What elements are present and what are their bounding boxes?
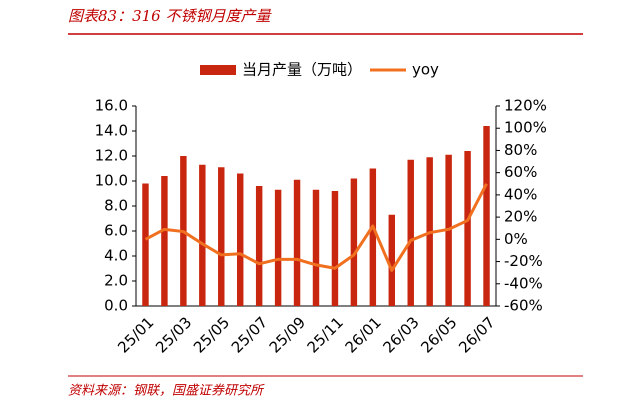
- bar: [161, 176, 168, 306]
- y2-tick-label: -40%: [504, 274, 543, 292]
- legend-label: 当月产量（万吨）: [242, 61, 362, 79]
- legend-label: yoy: [412, 61, 439, 79]
- y-tick-label: 0.0: [104, 297, 128, 315]
- y2-tick-label: -20%: [504, 252, 543, 270]
- y2-tick-label: 80%: [504, 141, 537, 159]
- y2-tick-label: 120%: [504, 97, 547, 115]
- y2-tick-label: -60%: [504, 297, 543, 315]
- bar: [350, 178, 358, 306]
- bar: [274, 189, 282, 306]
- bar: [331, 191, 339, 306]
- x-tick-label: 25/07: [228, 313, 271, 356]
- source-note: 资料来源：钢联，国盛证券研究所: [68, 383, 265, 399]
- bar: [236, 173, 244, 306]
- y-tick-label: 4.0: [104, 247, 128, 265]
- y-tick-label: 6.0: [104, 222, 128, 240]
- x-tick-label: 26/03: [379, 313, 422, 356]
- y-tick-label: 2.0: [104, 272, 128, 290]
- x-tick-label: 25/09: [266, 313, 309, 356]
- y-tick-label: 8.0: [104, 197, 128, 215]
- y-tick-label: 10.0: [95, 172, 128, 190]
- bar: [142, 183, 149, 306]
- y2-tick-label: 60%: [504, 163, 537, 181]
- x-tick-label: 25/05: [190, 313, 233, 356]
- y2-tick-label: 100%: [504, 119, 547, 137]
- legend-swatch: [200, 65, 236, 75]
- bar: [464, 151, 471, 306]
- x-tick-label: 26/07: [455, 313, 498, 356]
- y-tick-label: 14.0: [95, 122, 128, 140]
- x-tick-label: 26/05: [417, 313, 460, 356]
- bar: [199, 164, 206, 306]
- x-tick-label: 25/01: [114, 313, 157, 356]
- bar: [483, 126, 490, 306]
- bar: [218, 167, 225, 306]
- y2-tick-label: 40%: [504, 185, 537, 203]
- legend: 当月产量（万吨） yoy: [200, 61, 439, 79]
- x-tick-label: 25/11: [304, 313, 347, 356]
- bar: [312, 189, 320, 306]
- figure-title: 图表83：316 不锈钢月度产量: [68, 7, 272, 25]
- y2-tick-label: 0%: [504, 230, 528, 248]
- bar: [407, 159, 414, 306]
- x-tick-label: 25/03: [152, 313, 195, 356]
- bar: [388, 214, 396, 306]
- x-tick-label: 26/01: [342, 313, 385, 356]
- bar: [293, 179, 301, 306]
- y2-tick-label: 20%: [504, 208, 537, 226]
- y-tick-label: 12.0: [95, 147, 128, 165]
- bar: [255, 186, 263, 306]
- yoy-line: [144, 183, 488, 272]
- bar: [369, 168, 377, 306]
- y-tick-label: 16.0: [95, 97, 128, 115]
